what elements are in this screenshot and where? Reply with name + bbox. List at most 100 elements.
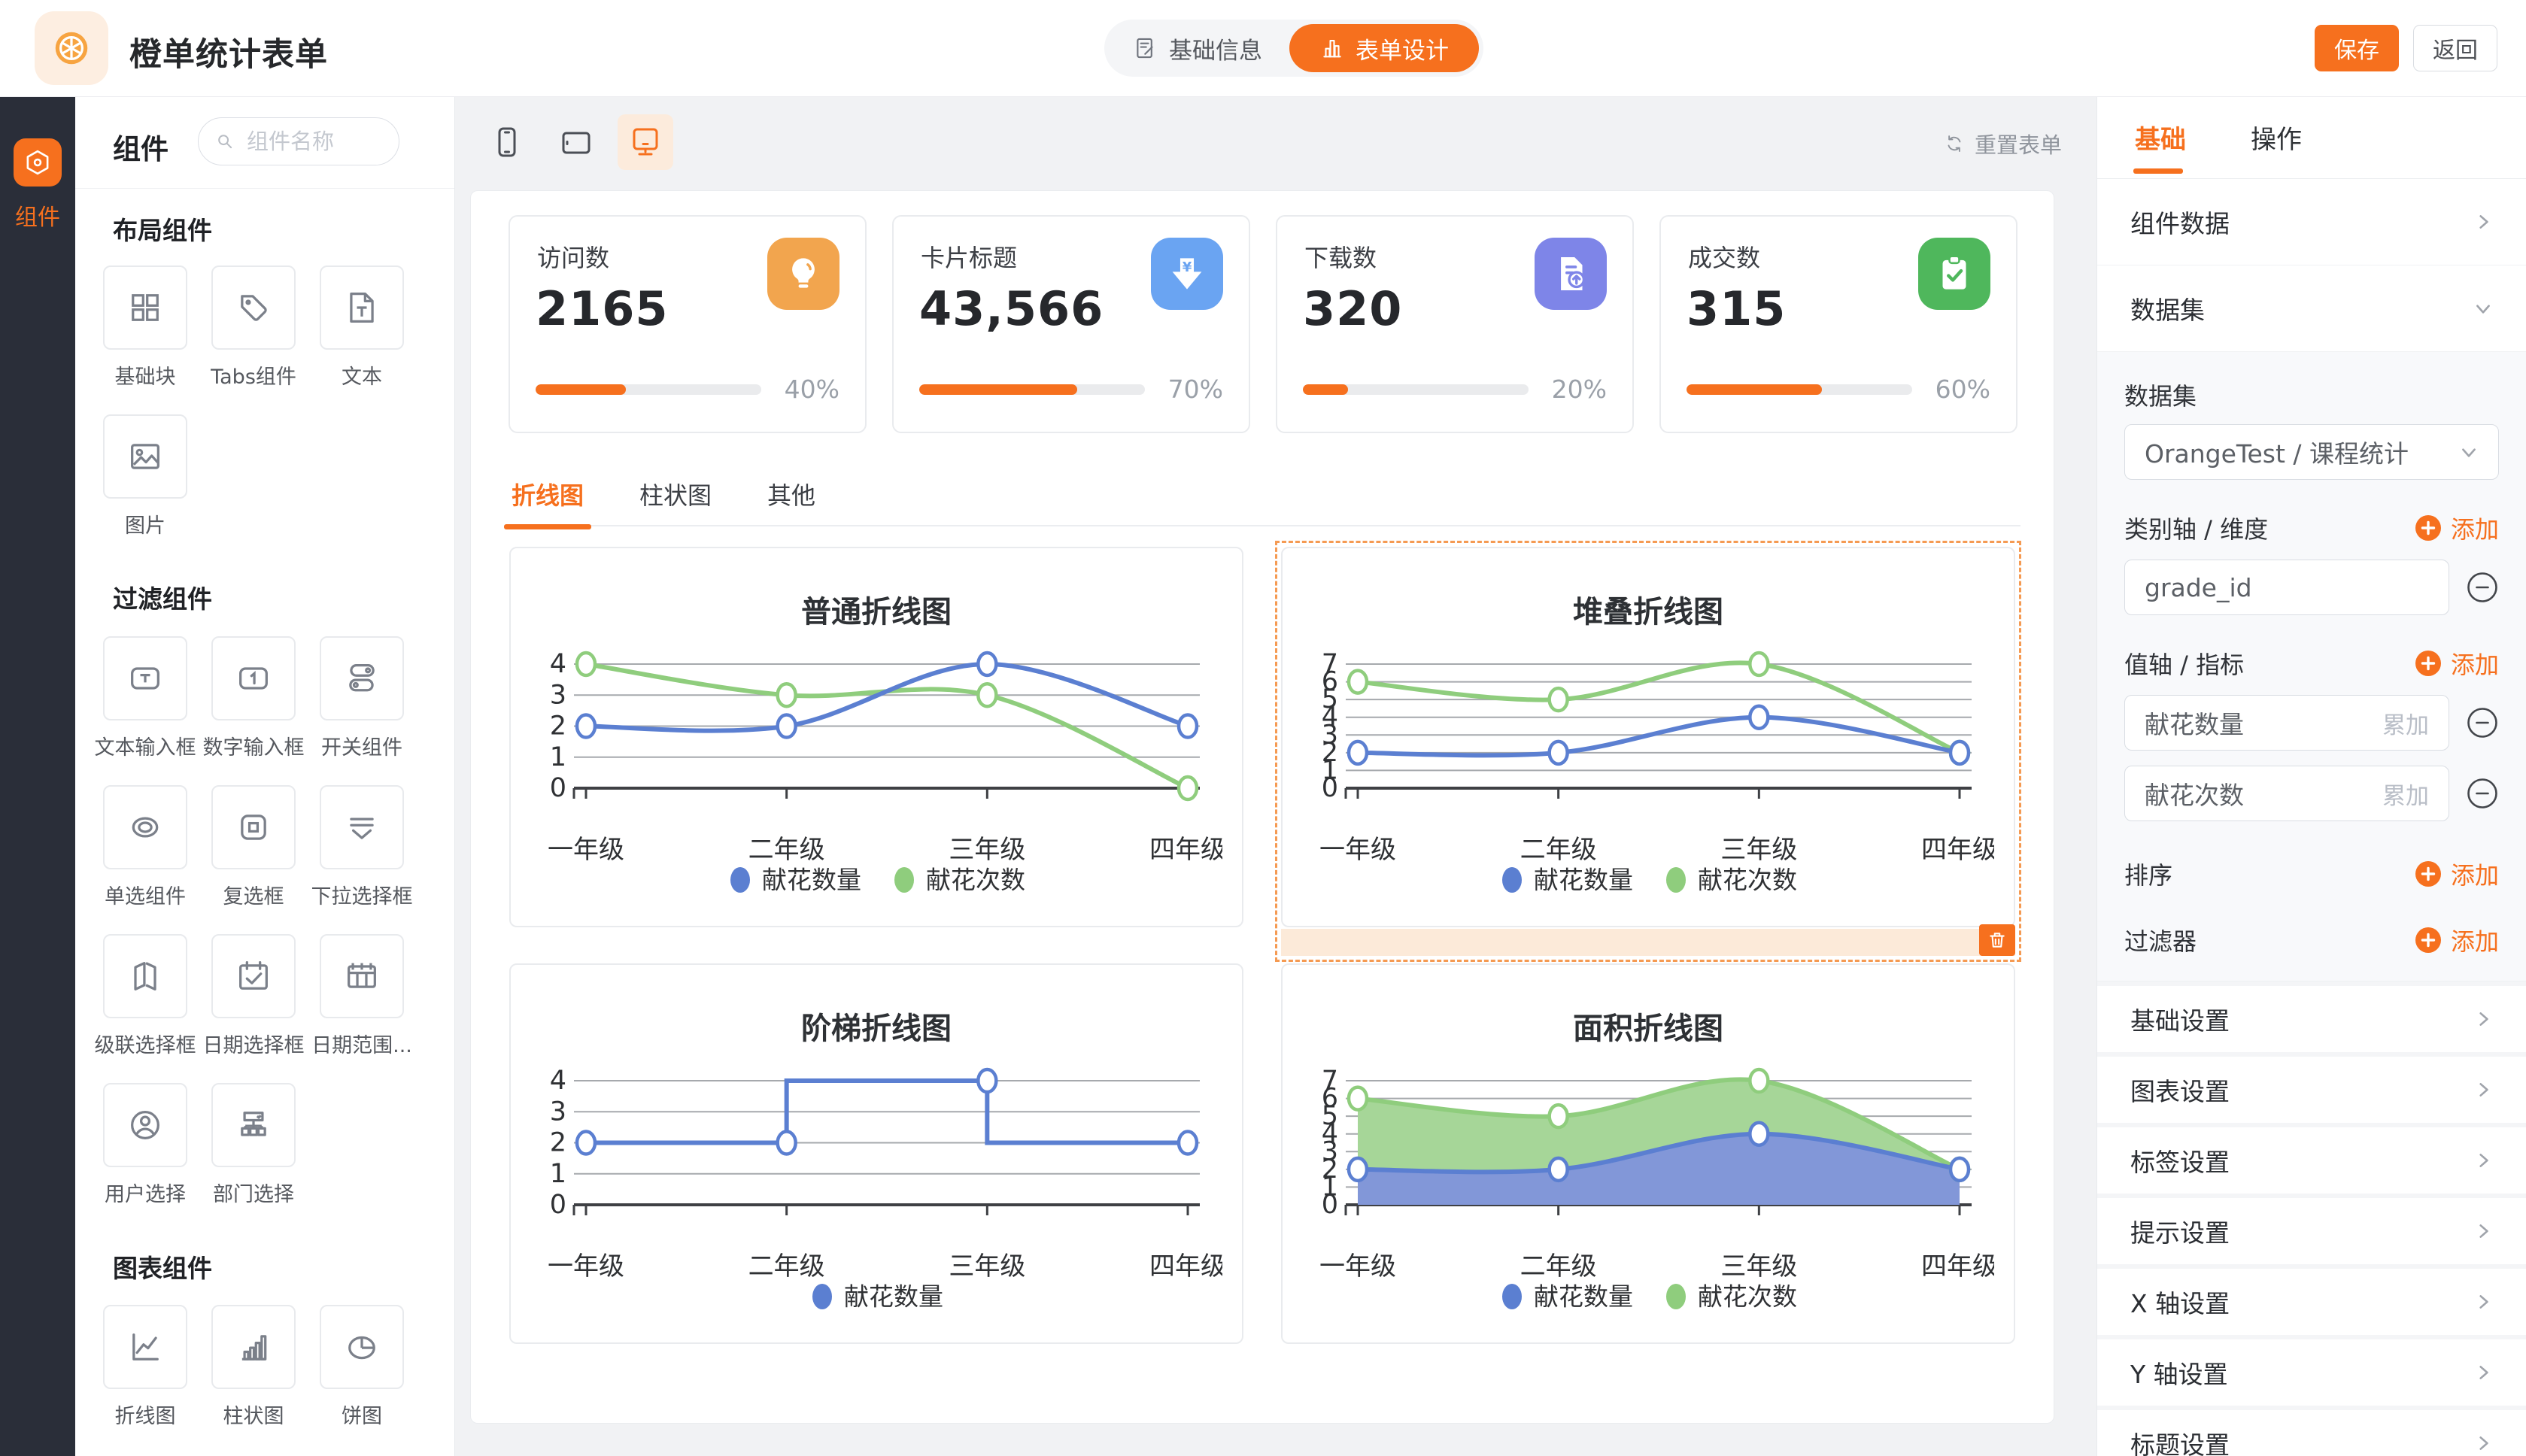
svg-text:4: 4 — [550, 1066, 566, 1096]
image-icon — [126, 437, 165, 476]
settings-row-标题设置[interactable]: 标题设置 — [2097, 1406, 2526, 1456]
component-item: 级联选择框 — [91, 934, 199, 1083]
add-filter-button[interactable]: 添加 — [2415, 923, 2499, 957]
category-field[interactable]: grade_id — [2124, 560, 2449, 615]
component-card-tag[interactable] — [211, 265, 296, 350]
component-card-line-chart[interactable] — [103, 1305, 187, 1389]
settings-row-X 轴设置[interactable]: X 轴设置 — [2097, 1264, 2526, 1335]
tab-basic-info[interactable]: 基础信息 — [1127, 20, 1289, 77]
stat-card-2[interactable]: 卡片标题 ¥43,566 70% — [892, 215, 1250, 433]
component-data-row[interactable]: 组件数据 — [2097, 179, 2526, 265]
checkbox-icon — [234, 808, 273, 847]
chart-tabs: 折线图 柱状图 其他 — [503, 475, 2020, 529]
settings-row-label: Y 轴设置 — [2130, 1360, 2228, 1389]
reset-form-button[interactable]: 重置表单 — [1943, 128, 2062, 159]
component-card-switch[interactable] — [320, 636, 404, 720]
dataset-section-header[interactable]: 数据集 — [2097, 265, 2526, 352]
svg-text:0: 0 — [1322, 1190, 1338, 1220]
component-search[interactable] — [198, 117, 399, 165]
chart-card[interactable]: 普通折线图 0 1 2 3 4 一年级 二年级 三年级 四年级 献花数量 献花次数 — [509, 547, 1243, 927]
device-toggle-tablet[interactable] — [548, 114, 604, 170]
component-card-text-input[interactable] — [103, 636, 187, 720]
chart-slot-4[interactable]: 面积折线图 0 1 2 3 4 5 6 7 一年级 二年级 三年级 四年级 献花数量 献花次数 — [1281, 963, 2015, 1344]
inspector-tabs: 基础 操作 — [2097, 96, 2526, 179]
chart-card[interactable]: 阶梯折线图 0 1 2 3 4 一年级 二年级 三年级 四年级 献花数量 — [509, 963, 1243, 1344]
rail-item-components[interactable]: 组件 — [0, 138, 75, 232]
component-card-user[interactable] — [103, 1083, 187, 1167]
settings-row-Y 轴设置[interactable]: Y 轴设置 — [2097, 1335, 2526, 1406]
stat-card-3[interactable]: 下载数 320 20% — [1276, 215, 1634, 433]
chart-tab-折线图[interactable]: 折线图 — [503, 475, 592, 529]
component-card-date-range[interactable] — [320, 934, 404, 1018]
component-section-title: 过滤组件 — [113, 584, 212, 614]
switch-icon — [342, 659, 381, 698]
chart-title: 阶梯折线图 — [801, 1012, 952, 1046]
component-card-image[interactable] — [103, 414, 187, 499]
components-rail-button[interactable] — [14, 138, 62, 187]
chart-slot-2[interactable]: 堆叠折线图 0 1 2 3 4 5 6 7 一年级 二年级 三年级 四年级 献花数量 献花次数 — [1275, 541, 2021, 962]
add-sort-button[interactable]: 添加 — [2415, 857, 2499, 891]
component-card-pie-chart[interactable] — [320, 1305, 404, 1389]
file-upload-icon — [1535, 238, 1607, 310]
add-category-button[interactable]: 添加 — [2415, 511, 2499, 545]
svg-text:献花数量: 献花数量 — [844, 1282, 943, 1312]
value-axis-row: 值轴 / 指标 添加 — [2124, 647, 2499, 680]
settings-row-基础设置[interactable]: 基础设置 — [2097, 981, 2526, 1052]
svg-text:3: 3 — [550, 680, 566, 710]
stat-card-title: 卡片标题 — [921, 244, 1018, 272]
stat-card-4[interactable]: 成交数 315 60% — [1659, 215, 2017, 433]
inspector-tab-actions[interactable]: 操作 — [2251, 125, 2302, 155]
chart-slot-1[interactable]: 普通折线图 0 1 2 3 4 一年级 二年级 三年级 四年级 献花数量 献花次数 — [509, 547, 1243, 927]
svg-text:4: 4 — [550, 649, 566, 679]
back-button[interactable]: 返回 — [2413, 25, 2497, 71]
component-card-number-input[interactable] — [211, 636, 296, 720]
remove-field-button[interactable] — [2466, 777, 2499, 810]
component-item-label: 部门选择 — [213, 1183, 294, 1206]
remove-field-button[interactable] — [2466, 571, 2499, 604]
chart-tab-其他[interactable]: 其他 — [767, 481, 816, 510]
save-button[interactable]: 保存 — [2315, 25, 2399, 71]
inspector-tab-basic[interactable]: 基础 — [2135, 125, 2186, 155]
svg-text:2: 2 — [1322, 1154, 1338, 1185]
plus-circle-icon — [2415, 514, 2442, 541]
svg-text:7: 7 — [1322, 649, 1338, 679]
text-input-icon — [126, 659, 165, 698]
value-field[interactable]: 献花次数 累加 — [2124, 766, 2449, 821]
settings-row-提示设置[interactable]: 提示设置 — [2097, 1194, 2526, 1264]
component-card-radio[interactable] — [103, 785, 187, 869]
chart-tab-柱状图[interactable]: 柱状图 — [639, 481, 712, 510]
chart-title: 普通折线图 — [801, 595, 952, 629]
chart-slot-3[interactable]: 阶梯折线图 0 1 2 3 4 一年级 二年级 三年级 四年级 献花数量 — [509, 963, 1243, 1344]
add-value-button[interactable]: 添加 — [2415, 646, 2499, 681]
sort-label: 排序 — [2124, 861, 2173, 890]
component-card-select[interactable] — [320, 785, 404, 869]
remove-field-button[interactable] — [2466, 706, 2499, 739]
device-toggle-group — [479, 114, 673, 170]
component-card-date[interactable] — [211, 934, 296, 1018]
chart-card[interactable]: 面积折线图 0 1 2 3 4 5 6 7 一年级 二年级 三年级 四年级 献花数量 献花次数 — [1281, 963, 2015, 1344]
component-item-label: 日期范围... — [311, 1034, 412, 1057]
settings-row-标签设置[interactable]: 标签设置 — [2097, 1123, 2526, 1194]
settings-row-图表设置[interactable]: 图表设置 — [2097, 1052, 2526, 1123]
component-search-input[interactable] — [245, 128, 391, 155]
component-card-text-file[interactable] — [320, 265, 404, 350]
value-field[interactable]: 献花数量 累加 — [2124, 695, 2449, 751]
device-toggle-desktop[interactable] — [618, 114, 673, 170]
stat-card-1[interactable]: 访问数 2165 40% — [509, 215, 867, 433]
svg-text:¥: ¥ — [1183, 259, 1192, 275]
stat-card-value: 320 — [1303, 281, 1403, 336]
component-card-bar-chart[interactable] — [211, 1305, 296, 1389]
component-card-blocks[interactable] — [103, 265, 187, 350]
chart-card[interactable]: 堆叠折线图 0 1 2 3 4 5 6 7 一年级 二年级 三年级 四年级 献花数量 献花次数 — [1281, 547, 2015, 927]
dataset-select[interactable]: OrangeTest / 课程统计 — [2124, 424, 2499, 480]
component-card-checkbox[interactable] — [211, 785, 296, 869]
delete-chart-button[interactable] — [1979, 924, 2015, 956]
form-canvas[interactable]: 访问数 2165 40% 卡片标题 ¥43,566 70% 下载数 320 20% 成交数 315 6… — [470, 190, 2054, 1424]
component-card-cascade[interactable] — [103, 934, 187, 1018]
bulb-icon — [767, 238, 839, 310]
settings-row-label: X 轴设置 — [2130, 1289, 2230, 1318]
device-toggle-phone[interactable] — [479, 114, 535, 170]
component-card-dept[interactable] — [211, 1083, 296, 1167]
tab-form-design[interactable]: 表单设计 — [1289, 24, 1479, 72]
